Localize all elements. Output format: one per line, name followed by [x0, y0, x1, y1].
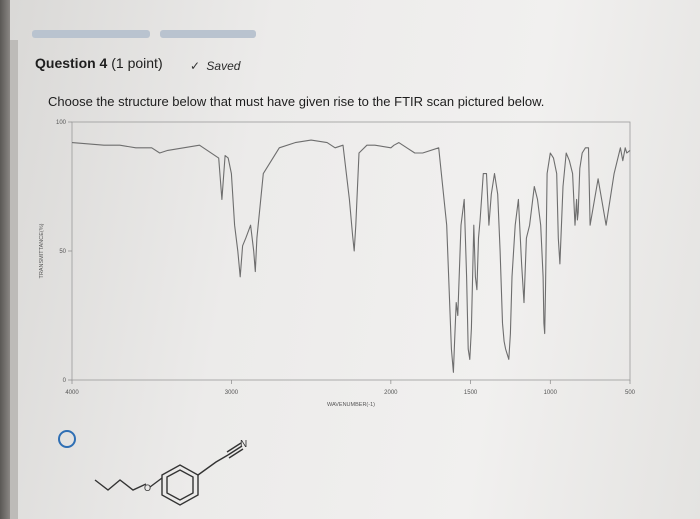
- x-tick-label: 1500: [464, 390, 478, 396]
- answer-radio-button[interactable]: [58, 430, 76, 448]
- question-title: Question 4 (1 point): [35, 55, 163, 71]
- question-number: Question 4: [35, 55, 108, 71]
- y-tick-label: 100: [56, 120, 67, 126]
- y-tick-label: 0: [63, 378, 67, 384]
- question-prompt: Choose the structure below that must hav…: [48, 94, 545, 109]
- y-axis-label: TRANSMITTANCE(%): [39, 223, 45, 278]
- y-tick-label: 50: [59, 249, 66, 255]
- left-scroll-strip: [10, 40, 18, 519]
- question-points: (1 point): [111, 55, 163, 71]
- x-tick-label: 1000: [544, 390, 558, 396]
- svg-text:O: O: [144, 483, 151, 493]
- transmittance-trace: [71, 139, 631, 373]
- nav-tab-stub[interactable]: [32, 30, 150, 38]
- device-bezel: [0, 0, 10, 519]
- saved-status: ✓ Saved: [190, 59, 240, 73]
- nav-tab-stub[interactable]: [160, 30, 256, 38]
- nitrogen-label: N: [240, 439, 247, 450]
- saved-label: Saved: [206, 59, 241, 73]
- x-axis-label: WAVENUMBER(-1): [327, 402, 375, 408]
- x-tick-label: 4000: [65, 390, 79, 396]
- x-tick-label: 2000: [384, 390, 398, 396]
- x-tick-label: 3000: [225, 390, 239, 396]
- checkmark-icon: ✓: [190, 59, 201, 73]
- x-tick-label: 500: [625, 390, 636, 396]
